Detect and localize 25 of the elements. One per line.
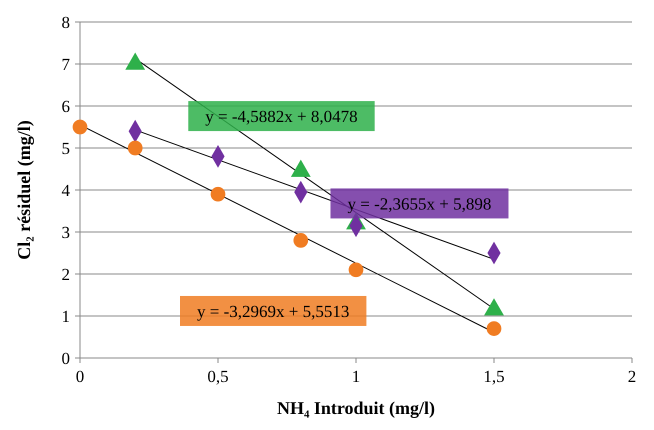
point xyxy=(128,140,143,156)
x-tick-label: 1 xyxy=(352,367,360,386)
y-tick-label: 0 xyxy=(62,348,70,368)
y-tick-label: 7 xyxy=(62,54,70,74)
annotation: y = -3,2969x + 5,5513 xyxy=(197,302,350,321)
y-tick-label: 5 xyxy=(62,138,70,158)
x-axis-title: NH₄ Introduit (mg/l) xyxy=(276,398,436,418)
x-tick-label: 0,5 xyxy=(207,367,229,386)
x-tick-label: 2 xyxy=(628,367,636,386)
x-tick-label: 0 xyxy=(76,367,84,386)
y-tick-label: 8 xyxy=(62,12,70,32)
y-tick-label: 4 xyxy=(62,180,70,200)
y-tick-label: 2 xyxy=(62,264,70,284)
x-tick-label: 1,5 xyxy=(483,367,505,386)
point xyxy=(348,262,364,278)
annotation: y = -4,5882x + 8,0478 xyxy=(205,107,358,126)
y-tick-label: 1 xyxy=(62,306,70,326)
point xyxy=(72,120,88,134)
point xyxy=(293,233,308,248)
y-axis-title: Cl₂ résiduel (mg/l) xyxy=(14,120,34,260)
y-tick-label: 3 xyxy=(62,222,70,242)
point xyxy=(210,186,226,202)
annotation: y = -2,3655x + 5,898 xyxy=(348,194,492,214)
point xyxy=(486,321,502,336)
y-tick-label: 6 xyxy=(62,96,70,116)
